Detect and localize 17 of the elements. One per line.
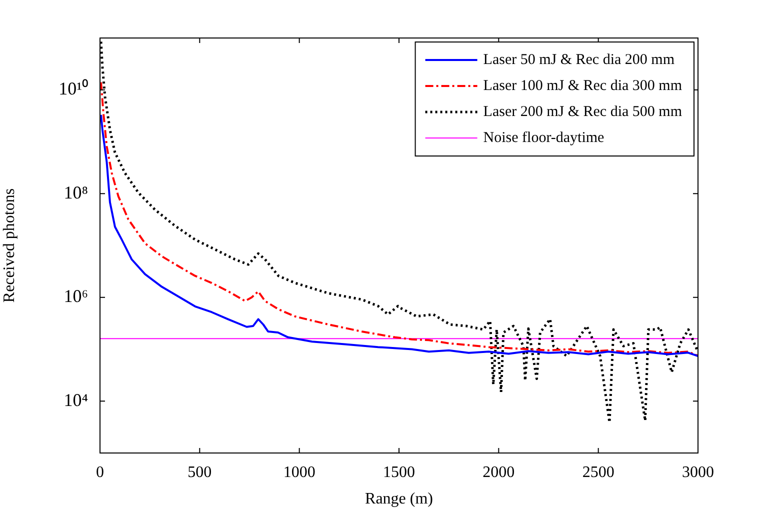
x-tick-label: 2000	[482, 464, 515, 481]
x-tick-label: 1500	[383, 464, 415, 481]
y-tick-label: 10¹⁰	[58, 78, 88, 99]
x-tick-label: 1000	[283, 464, 316, 481]
y-axis-title: Received photons	[0, 188, 18, 303]
legend-label: Laser 50 mJ & Rec dia 200 mm	[483, 52, 675, 68]
x-tick-label: 500	[188, 464, 212, 481]
y-tick-label: 10⁴	[64, 390, 88, 410]
y-tick-label: 10⁶	[64, 286, 88, 306]
legend-label: Noise floor-daytime	[483, 130, 605, 146]
x-axis-title: Range (m)	[365, 490, 433, 508]
x-tick-label: 3000	[682, 464, 714, 481]
legend-label: Laser 100 mJ & Rec dia 300 mm	[483, 78, 682, 94]
legend-label: Laser 200 mJ & Rec dia 500 mm	[483, 104, 682, 120]
x-tick-label: 2500	[582, 464, 614, 481]
y-tick-label: 10⁸	[64, 182, 88, 202]
x-tick-label: 0	[96, 464, 104, 481]
